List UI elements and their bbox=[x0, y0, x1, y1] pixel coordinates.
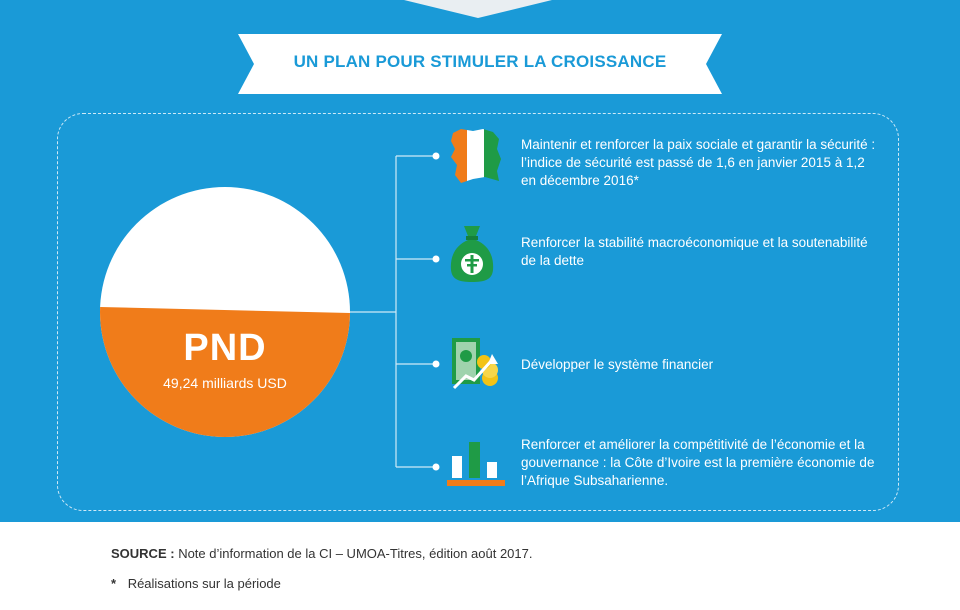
source-text: Note d’information de la CI – UMOA-Titre… bbox=[178, 546, 533, 561]
connector-lines bbox=[350, 152, 440, 471]
footnote-text: Réalisations sur la période bbox=[127, 576, 281, 591]
banner-title: UN PLAN POUR STIMULER LA CROISSANCE bbox=[293, 52, 667, 71]
footnote: * Réalisations sur la période bbox=[111, 576, 281, 591]
source-line: SOURCE : Note d’information de la CI – U… bbox=[111, 546, 533, 561]
pnd-fill bbox=[100, 307, 350, 437]
source-label: SOURCE : bbox=[111, 546, 175, 561]
bar-chart-icon bbox=[447, 442, 505, 486]
banner-ribbon bbox=[238, 34, 722, 94]
cote-divoire-map-icon bbox=[451, 129, 501, 183]
footnote-star: * bbox=[111, 576, 117, 591]
money-bag-icon bbox=[450, 226, 494, 282]
pnd-label: PND bbox=[183, 327, 267, 369]
item-text-financial: Développer le système financier bbox=[521, 357, 714, 372]
pnd-circle bbox=[100, 187, 350, 437]
top-notch bbox=[404, 0, 552, 18]
pnd-value: 49,24 milliards USD bbox=[163, 375, 287, 391]
item-text-macroeconomic: Renforcer la stabilité macroéconomique e… bbox=[521, 235, 868, 268]
financial-growth-icon bbox=[452, 338, 498, 390]
item-text-security: Maintenir et renforcer la paix sociale e… bbox=[521, 137, 876, 188]
item-text-competitiveness: Renforcer et améliorer la compétitivité … bbox=[521, 437, 875, 488]
content-frame bbox=[57, 113, 899, 511]
title-banner: UN PLAN POUR STIMULER LA CROISSANCE bbox=[238, 34, 722, 96]
